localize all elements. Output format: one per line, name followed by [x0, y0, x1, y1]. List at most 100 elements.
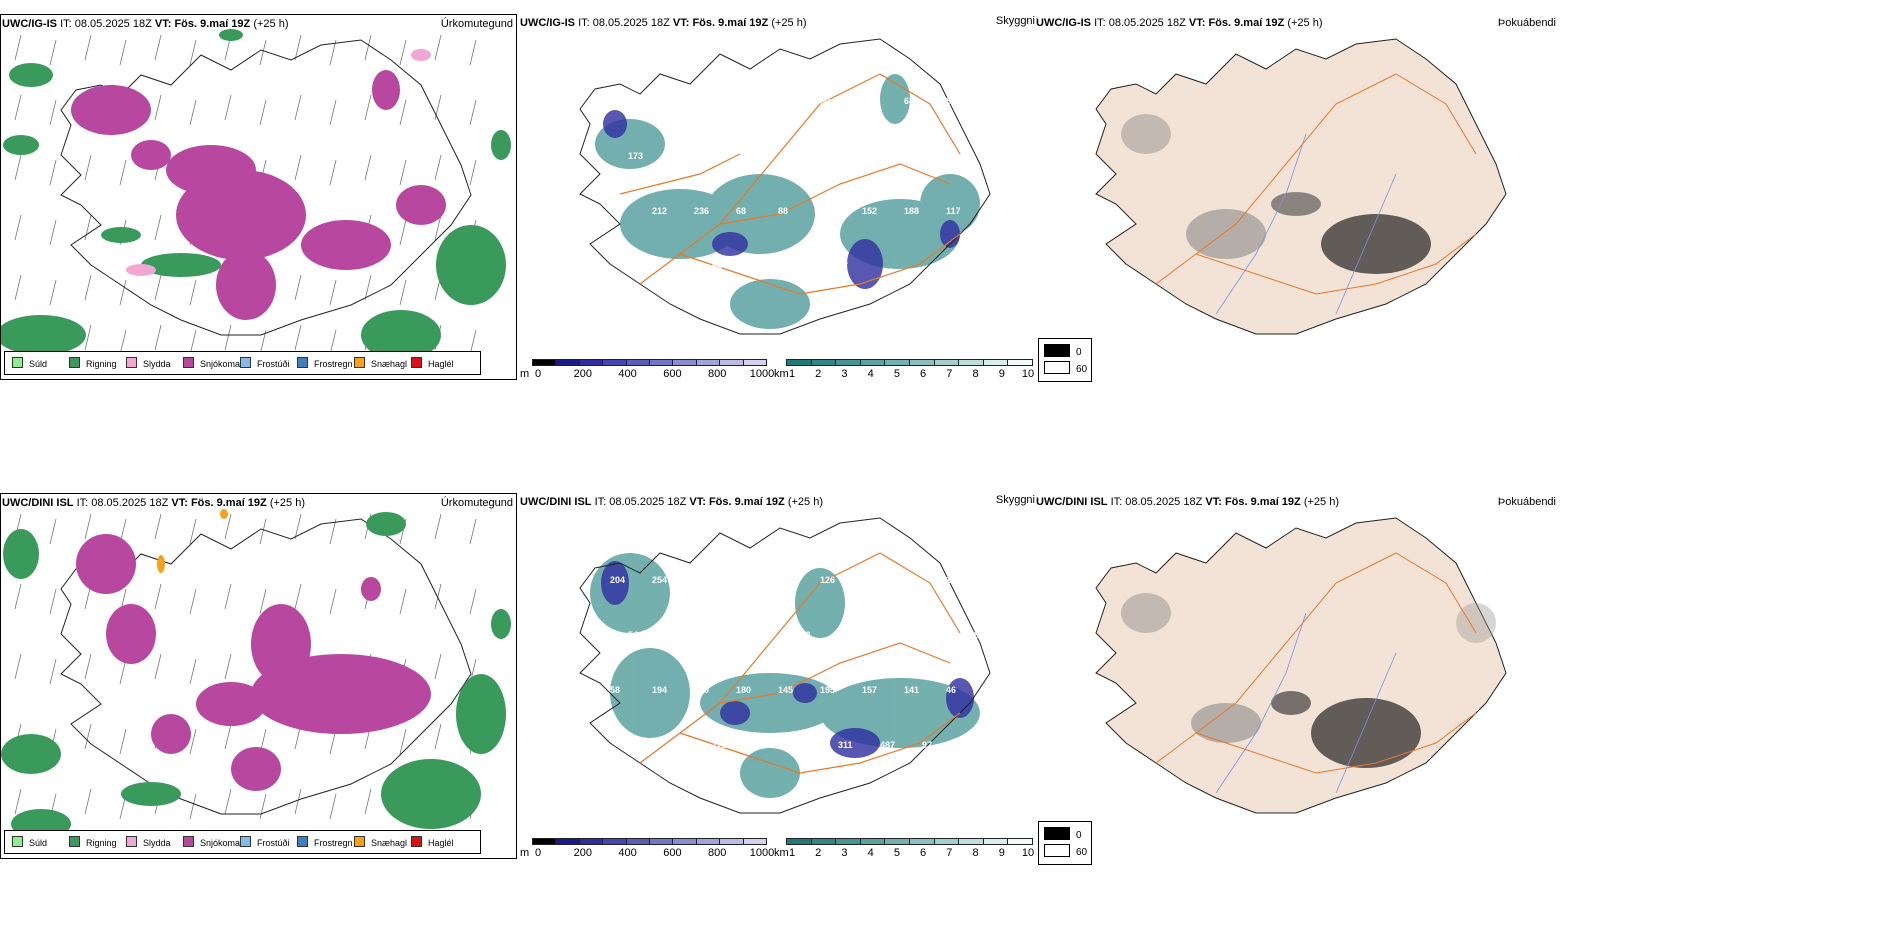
legend-label: Súld	[29, 359, 48, 369]
legend-swatch	[126, 836, 137, 847]
legend-label: Frostregn	[314, 359, 353, 369]
legend-item: Frostregn	[297, 357, 353, 370]
cloud-base-value-label: 145	[778, 685, 793, 695]
legend-item: Snjókoma	[183, 357, 240, 370]
colorbar-tick-label: 10	[1021, 368, 1035, 380]
colorbar-tick-label: 6	[920, 847, 927, 859]
colorbar-segment	[958, 838, 984, 845]
panel-field-label: Þokuábendi	[1497, 496, 1556, 508]
cloud-base-value-label: 157	[862, 685, 877, 695]
colorbar-tick-label: 2	[815, 368, 822, 380]
colorbar-segment	[532, 359, 557, 366]
colorbar-tick-label: 10	[1021, 847, 1035, 859]
panel-title: UWC/IG-IS IT: 08.05.2025 18Z VT: Fös. 9.…	[2, 18, 289, 30]
iceland-land	[1095, 38, 1507, 335]
cloud-base-value-label: 107	[610, 206, 625, 216]
legend-label: Rigning	[86, 838, 117, 848]
legend-label: Snjókoma	[200, 838, 241, 848]
colorbar-tick-label: 200	[573, 847, 592, 859]
roads	[619, 73, 961, 295]
visibility-colorbar: km 1 2 3 4 5 6 7 8 9 10	[774, 359, 1036, 381]
colorbar-tick-label: 3	[841, 847, 848, 859]
fog-legend-row: 60	[1044, 844, 1087, 858]
legend-swatch	[126, 357, 137, 368]
colorbar-segment	[982, 359, 1009, 366]
colorbar-unit: km	[774, 368, 789, 380]
low-cloud-field	[603, 110, 960, 289]
visibility-map-bottom: 204 254 235 114 151 126 103 72 133 54 125 103 132 118…	[579, 517, 991, 814]
legend-swatch	[297, 357, 308, 368]
precip-type-map-top	[1, 29, 511, 360]
precip-type-legend: Súld Rigning Slydda Snjókoma Frostúði Frostre…	[4, 830, 481, 854]
cloud-base-value-label: 56	[862, 96, 872, 106]
legend-swatch	[183, 836, 194, 847]
colorbar-tick-label: 600	[663, 368, 682, 380]
cloud-base-value-label: 54	[628, 630, 638, 640]
panel-title: UWC/DINI ISL IT: 08.05.2025 18Z VT: Fös.…	[1036, 496, 1339, 508]
cloud-base-value-label: 52	[964, 151, 974, 161]
cloud-base-value-label: 187	[670, 261, 685, 271]
rivers	[1215, 612, 1397, 794]
cloud-base-value-label: 254	[652, 575, 667, 585]
colorbar-segment	[719, 838, 744, 845]
panel-field-label: Skyggni	[995, 15, 1035, 27]
colorbar-tick-label: 0	[534, 368, 542, 380]
cloud-base-value-label: 88	[778, 206, 788, 216]
colorbar-segment	[532, 838, 557, 845]
fog-panel-top: UWC/IG-IS IT: 08.05.2025 18Z VT: Fös. 9.…	[1036, 14, 1556, 382]
legend-item: Frostregn	[297, 836, 353, 849]
cloud-base-value-label: 125	[670, 630, 685, 640]
legend-item: Snæhagl	[354, 836, 407, 849]
legend-item: Súld	[12, 836, 47, 849]
legend-label: Snæhagl	[371, 838, 408, 848]
colorbar-segment	[695, 359, 721, 366]
low-cloud-field	[601, 561, 974, 758]
colorbar-tick-label: 9	[998, 368, 1005, 380]
legend-item: Rigning	[69, 357, 117, 370]
snow-areas	[76, 534, 431, 791]
cloud-base-value-label: 187	[820, 206, 835, 216]
colorbar-tick-label: 8	[972, 368, 979, 380]
legend-swatch	[69, 836, 80, 847]
cloud-base-value-label: 99	[670, 151, 680, 161]
cloud-base-value-label: 132	[754, 630, 769, 640]
legend-swatch	[12, 357, 23, 368]
legend-swatch	[240, 836, 251, 847]
colorbar-segment	[884, 838, 910, 845]
panel-title: UWC/DINI ISL IT: 08.05.2025 18Z VT: Fös.…	[2, 497, 305, 509]
cloud-base-value-label: 64	[712, 261, 722, 271]
colorbar-tick-label: 6	[920, 368, 927, 380]
legend-label: Rigning	[86, 359, 117, 369]
rain-areas	[1, 29, 511, 360]
colorbar-segment	[933, 838, 960, 845]
cloud-base-value-label: 173	[628, 151, 643, 161]
colorbar-segment	[909, 359, 935, 366]
legend-item: Haglél	[411, 357, 454, 370]
cloud-base-value-label: 80	[820, 96, 830, 106]
panel-title: UWC/IG-IS IT: 08.05.2025 18Z VT: Fös. 9.…	[520, 17, 807, 29]
precip-type-panel-bottom: UWC/DINI ISL IT: 08.05.2025 18Z VT: Fös.…	[0, 493, 517, 859]
cloud-base-value-label: 64	[628, 740, 638, 750]
cloud-base-value-label: 47	[838, 261, 848, 271]
colorbar-tick-label: 7	[946, 847, 953, 859]
legend-item: Haglél	[411, 836, 454, 849]
legend-label: Snæhagl	[371, 359, 408, 369]
legend-swatch	[12, 836, 23, 847]
colorbar-tick-label: 5	[893, 847, 900, 859]
legend-label: Slydda	[143, 838, 171, 848]
cloud-base-value-label: 133	[946, 575, 961, 585]
colorbar-segment	[625, 359, 650, 366]
colorbar-tick-label: 5	[893, 368, 900, 380]
colorbar-segment	[786, 359, 812, 366]
rivers	[1215, 133, 1397, 315]
fog-legend: 0 60	[1038, 821, 1092, 865]
fog-legend-row: 0	[1044, 344, 1082, 358]
cloud-base-value-label: 58	[610, 685, 620, 695]
colorbar-segment	[1007, 359, 1033, 366]
cloud-base-value-label: 236	[694, 206, 709, 216]
legend-label: Frostregn	[314, 838, 353, 848]
cloud-base-value-label: 134	[610, 96, 625, 106]
legend-label: Slydda	[143, 359, 171, 369]
colorbar-segment	[555, 838, 580, 845]
cloud-base-value-label: 94	[754, 740, 764, 750]
